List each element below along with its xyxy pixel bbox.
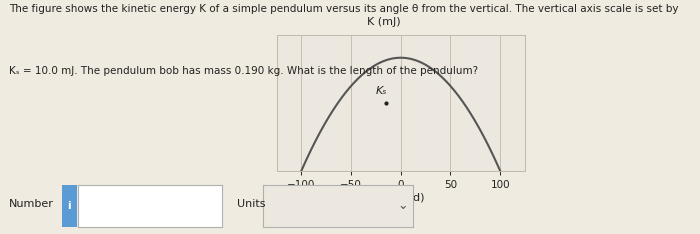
Y-axis label: K (mJ): K (mJ) (367, 17, 400, 27)
Text: Kₛ = 10.0 mJ. The pendulum bob has mass 0.190 kg. What is the length of the pend: Kₛ = 10.0 mJ. The pendulum bob has mass … (9, 66, 478, 76)
X-axis label: θ (mrad): θ (mrad) (377, 193, 425, 203)
Text: Number: Number (9, 199, 54, 208)
Text: The figure shows the kinetic energy K of a simple pendulum versus its angle θ fr: The figure shows the kinetic energy K of… (9, 4, 678, 14)
Text: ⌄: ⌄ (397, 199, 407, 212)
Text: i: i (67, 201, 71, 211)
Text: Kₛ: Kₛ (376, 86, 387, 96)
Text: Units: Units (237, 199, 265, 208)
